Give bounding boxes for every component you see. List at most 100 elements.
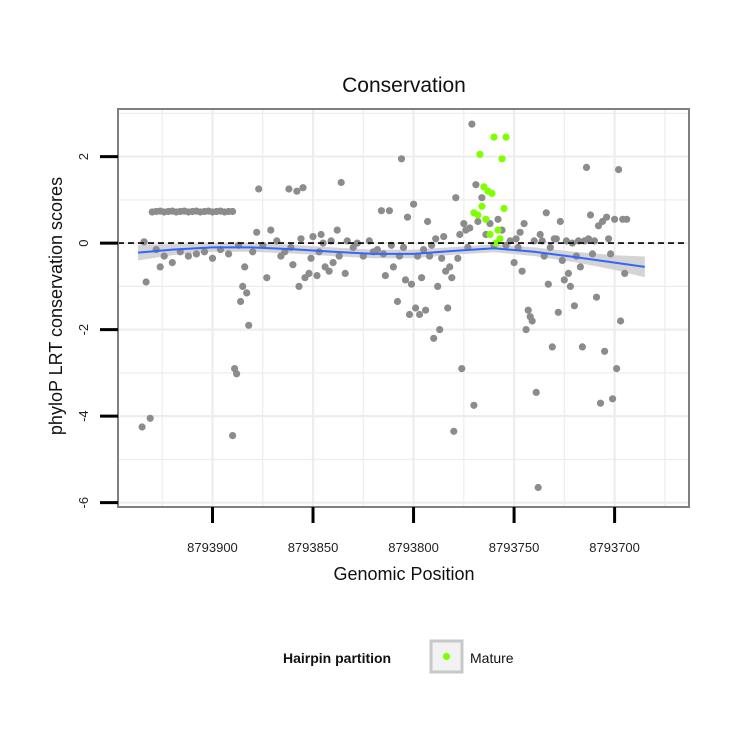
- mature-point: [496, 235, 504, 243]
- data-point: [458, 365, 466, 373]
- data-point: [558, 256, 566, 264]
- data-point: [377, 207, 385, 215]
- smooth-trend-line: [138, 246, 645, 268]
- mature-point: [482, 215, 490, 223]
- data-point: [393, 297, 402, 306]
- data-point: [401, 276, 410, 284]
- data-point: [560, 276, 568, 284]
- data-point: [554, 308, 562, 316]
- data-point: [229, 207, 237, 216]
- data-point: [146, 414, 154, 422]
- data-point: [532, 388, 540, 396]
- data-point: [546, 243, 554, 251]
- data-point: [516, 228, 524, 236]
- data-point: [416, 310, 424, 319]
- data-point: [456, 230, 464, 239]
- data-point: [208, 254, 217, 262]
- data-point: [474, 217, 482, 226]
- data-point: [142, 278, 150, 286]
- data-point: [512, 235, 520, 243]
- data-point: [430, 334, 438, 342]
- data-point: [603, 213, 611, 221]
- data-point: [460, 220, 468, 228]
- data-point: [548, 343, 556, 351]
- y-tick-label: -2: [76, 324, 91, 336]
- x-tick-label: 8793900: [187, 540, 238, 555]
- mature-point: [474, 211, 482, 219]
- data-point: [452, 194, 460, 202]
- y-tick-label: -6: [76, 497, 91, 509]
- data-point: [566, 282, 575, 290]
- data-point: [233, 370, 241, 378]
- x-axis-title: Genomic Position: [333, 564, 474, 584]
- data-point: [623, 215, 631, 223]
- data-point: [592, 293, 601, 301]
- data-point: [454, 254, 462, 262]
- data-point: [305, 269, 313, 277]
- data-point: [494, 215, 502, 223]
- data-point: [432, 235, 440, 243]
- data-point: [253, 228, 261, 236]
- panel-border: [117, 108, 690, 508]
- data-point: [317, 230, 325, 239]
- data-point: [582, 163, 591, 171]
- data-point: [285, 185, 293, 193]
- data-point: [229, 432, 237, 440]
- data-point: [621, 269, 629, 277]
- data-point: [333, 226, 341, 234]
- mature-point: [476, 150, 484, 158]
- mature-point: [500, 204, 508, 213]
- data-point: [544, 280, 552, 288]
- mature-point: [478, 202, 486, 210]
- mature-point: [502, 133, 510, 141]
- data-point: [586, 211, 595, 219]
- x-tick-label: 8793800: [388, 540, 439, 555]
- data-point: [184, 252, 192, 260]
- data-point: [381, 272, 389, 280]
- data-point: [536, 230, 544, 239]
- data-point: [607, 250, 615, 258]
- data-point: [410, 200, 418, 208]
- data-point: [239, 282, 247, 290]
- data-point: [192, 250, 200, 258]
- y-axis-title: phyloP LRT conservation scores: [46, 177, 66, 435]
- legend-key-mature: [442, 652, 451, 661]
- x-tick-label: 8793850: [288, 540, 339, 555]
- data-point: [160, 252, 168, 260]
- data-point: [605, 235, 613, 243]
- y-tick-label: 0: [76, 239, 91, 246]
- data-point: [426, 252, 434, 260]
- data-point: [385, 207, 393, 215]
- data-point: [434, 282, 442, 290]
- data-point: [524, 306, 532, 314]
- data-point: [615, 166, 623, 174]
- data-point: [609, 395, 617, 403]
- data-point: [373, 246, 381, 254]
- data-point: [281, 248, 289, 256]
- data-point: [448, 274, 456, 282]
- data-point: [472, 181, 480, 189]
- data-point: [552, 235, 560, 243]
- data-point: [510, 259, 518, 267]
- data-point: [353, 239, 361, 247]
- data-point: [570, 302, 579, 310]
- confidence-ribbon: [138, 243, 645, 278]
- data-point: [289, 261, 297, 269]
- data-point: [436, 326, 444, 334]
- data-point: [341, 269, 349, 277]
- data-point: [596, 399, 605, 407]
- data-point: [534, 483, 542, 492]
- data-point: [335, 252, 343, 260]
- data-point: [444, 304, 452, 312]
- data-point: [295, 282, 303, 290]
- data-point: [564, 269, 573, 277]
- x-tick-label: 8793750: [489, 540, 540, 555]
- data-point: [522, 326, 530, 334]
- data-point: [424, 217, 432, 226]
- data-point: [249, 248, 257, 256]
- data-point: [420, 246, 428, 254]
- data-point: [243, 289, 251, 297]
- data-point: [405, 310, 414, 319]
- data-point: [241, 263, 249, 271]
